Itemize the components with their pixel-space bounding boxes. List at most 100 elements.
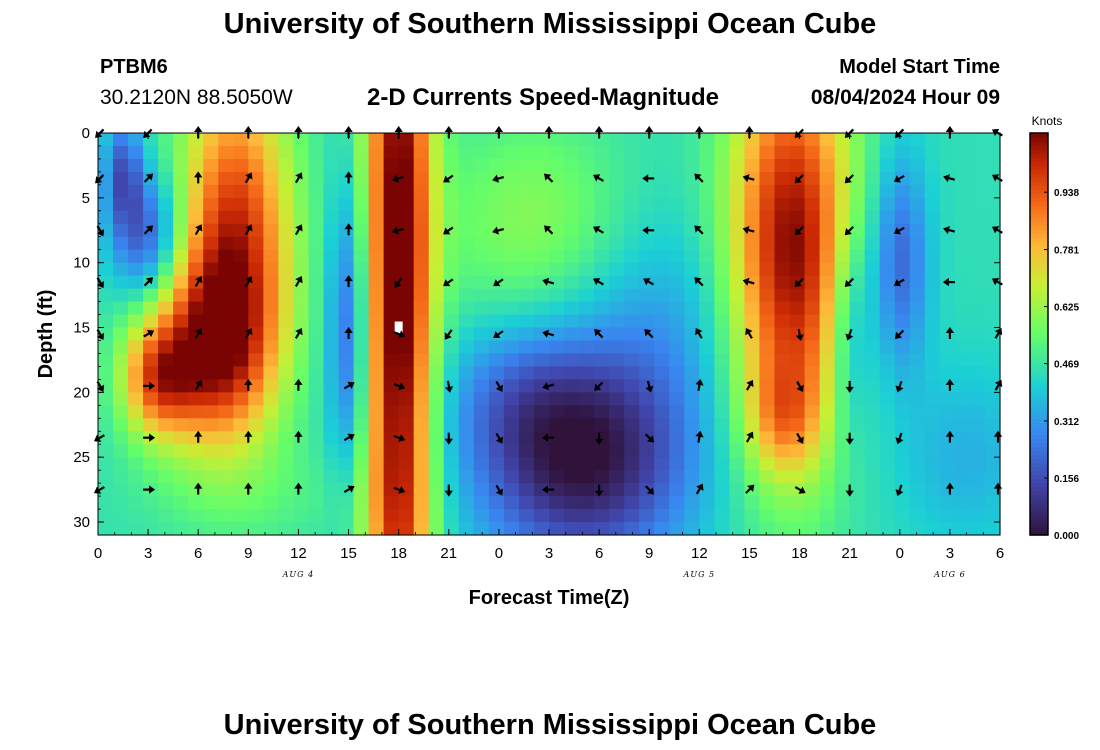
heat-cell bbox=[594, 262, 610, 277]
heat-cell bbox=[609, 483, 625, 497]
footer-title: University of Southern Mississippi Ocean… bbox=[223, 709, 877, 741]
heat-cell bbox=[774, 262, 791, 277]
heat-cell bbox=[609, 470, 625, 484]
colorbar-segment bbox=[1030, 301, 1048, 307]
heat-cell bbox=[804, 288, 821, 303]
current-arrow bbox=[495, 484, 504, 496]
heat-cell bbox=[804, 496, 821, 510]
heat-cell bbox=[458, 418, 475, 432]
heat-cell bbox=[789, 496, 806, 510]
heat-cell bbox=[503, 509, 520, 523]
heat-cell bbox=[729, 275, 746, 290]
current-arrow bbox=[294, 430, 303, 443]
heat-cell bbox=[458, 171, 475, 186]
current-arrow bbox=[343, 433, 355, 442]
heat-cell bbox=[639, 353, 655, 368]
heat-cell bbox=[624, 223, 640, 238]
heat-cell bbox=[744, 301, 761, 316]
heat-cell bbox=[173, 145, 189, 160]
heat-cell bbox=[624, 405, 640, 419]
current-arrow bbox=[794, 174, 804, 184]
heat-cell bbox=[864, 275, 881, 290]
heat-cell bbox=[699, 158, 715, 173]
heat-cell bbox=[428, 314, 445, 329]
heat-cell bbox=[368, 236, 385, 251]
heat-cell bbox=[518, 301, 535, 316]
heat-cell bbox=[969, 210, 986, 225]
heat-cell bbox=[849, 340, 866, 355]
heat-cell bbox=[293, 236, 310, 251]
heat-cell bbox=[203, 236, 219, 251]
heat-cell bbox=[804, 314, 821, 329]
colorbar-segment bbox=[1030, 446, 1048, 452]
current-arrow bbox=[593, 277, 604, 286]
heat-cell bbox=[594, 392, 610, 406]
heat-cell bbox=[383, 353, 400, 368]
heat-cell bbox=[443, 340, 460, 355]
colorbar-segment bbox=[1030, 362, 1048, 367]
heat-cell bbox=[428, 145, 445, 160]
heat-cell bbox=[669, 249, 685, 264]
heat-cell bbox=[684, 158, 700, 173]
heat-cell bbox=[533, 509, 550, 523]
heat-cell bbox=[549, 379, 565, 393]
heat-cell bbox=[338, 366, 355, 380]
heat-cell bbox=[564, 470, 580, 484]
heat-cell bbox=[594, 158, 610, 173]
heat-cell bbox=[909, 483, 926, 497]
heat-cell bbox=[128, 470, 144, 484]
current-arrow bbox=[945, 327, 955, 339]
heat-cell bbox=[819, 197, 836, 212]
heat-cell bbox=[609, 431, 625, 445]
heat-cell bbox=[128, 327, 144, 342]
heat-cell bbox=[714, 483, 730, 497]
current-arrow bbox=[294, 224, 303, 236]
heat-cell bbox=[158, 314, 174, 329]
heat-cell bbox=[533, 470, 550, 484]
heat-cell bbox=[969, 327, 986, 342]
heat-cell bbox=[338, 418, 355, 432]
heat-cell bbox=[879, 184, 896, 199]
heat-cell bbox=[984, 158, 1001, 173]
heat-cell bbox=[158, 158, 174, 173]
colorbar-segment bbox=[1030, 201, 1048, 206]
heat-cell bbox=[143, 288, 159, 303]
heat-cell bbox=[278, 353, 295, 368]
heat-cell bbox=[834, 366, 851, 380]
heat-cell bbox=[894, 145, 911, 160]
heat-cell bbox=[248, 314, 264, 329]
heat-cell bbox=[428, 379, 445, 393]
heat-cell bbox=[729, 184, 746, 199]
heat-cell bbox=[428, 353, 445, 368]
heat-cell bbox=[984, 262, 1001, 277]
heat-cell bbox=[759, 444, 776, 458]
heat-cell bbox=[188, 262, 204, 277]
heat-cell bbox=[98, 288, 114, 303]
heat-cell bbox=[488, 158, 505, 173]
current-arrow bbox=[542, 277, 555, 286]
heat-cell bbox=[924, 301, 941, 316]
colorbar-segment bbox=[1030, 221, 1048, 227]
heat-cell bbox=[233, 392, 249, 406]
heat-cell bbox=[368, 133, 385, 147]
heat-cell bbox=[909, 314, 926, 329]
heat-cell bbox=[203, 353, 219, 368]
heat-cell bbox=[263, 405, 279, 419]
heat-cell bbox=[533, 405, 550, 419]
heat-cell bbox=[98, 353, 114, 368]
heat-cell bbox=[819, 327, 836, 342]
heat-cell bbox=[789, 262, 806, 277]
colorbar-segment bbox=[1030, 269, 1048, 275]
heat-cell bbox=[699, 431, 715, 445]
heat-cell bbox=[503, 457, 520, 471]
heat-cell bbox=[714, 327, 730, 342]
heat-cell bbox=[804, 483, 821, 497]
heat-cell bbox=[744, 340, 761, 355]
heat-cell bbox=[413, 496, 430, 510]
heat-cell bbox=[639, 288, 655, 303]
heat-cell bbox=[924, 223, 941, 238]
heat-cell bbox=[669, 457, 685, 471]
heat-cell bbox=[98, 522, 114, 536]
heat-cell bbox=[158, 470, 174, 484]
heat-cell bbox=[729, 522, 746, 536]
